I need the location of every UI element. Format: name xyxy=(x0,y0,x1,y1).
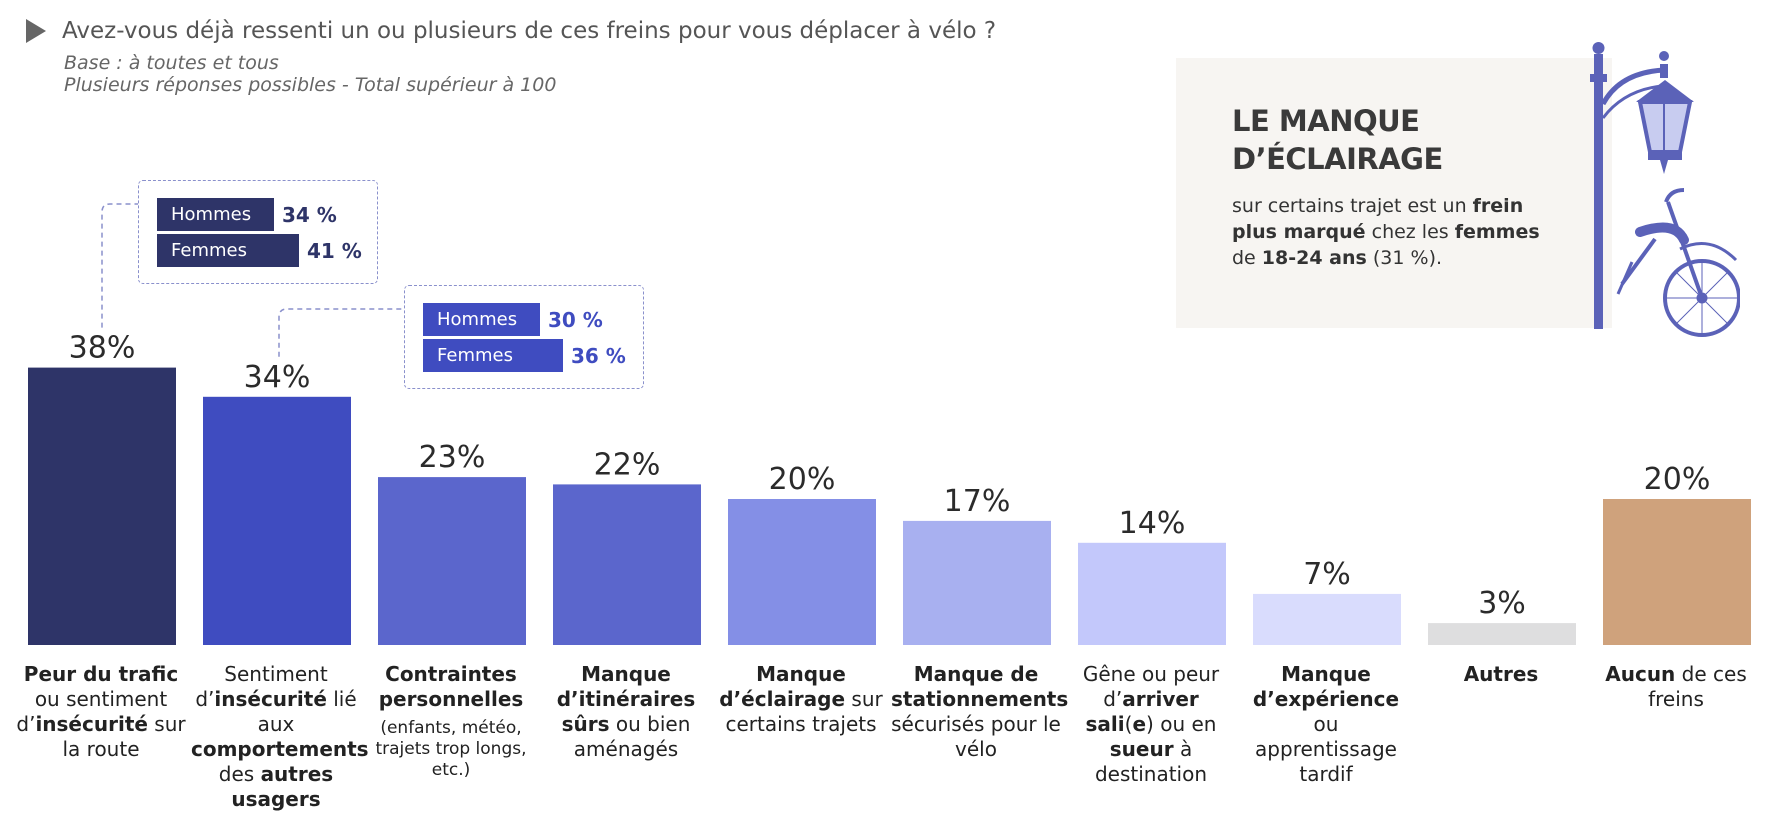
streetlamp-bicycle-illustration xyxy=(1590,42,1740,337)
breakdown-value: 41 % xyxy=(307,238,362,263)
connector-line-comportements xyxy=(278,308,404,357)
breakdown-row-hommes: Hommes 30 % xyxy=(423,303,603,336)
value-label-contraintes: 23% xyxy=(419,440,486,475)
category-label-stationnements: Manque de stationnements sécurisés pour … xyxy=(891,662,1069,761)
category-label-eclairage: Manque d’éclairage sur certains trajets xyxy=(719,662,883,736)
streetlamp-icon xyxy=(1590,42,1694,329)
callout-title: LE MANQUE D’ÉCLAIRAGE xyxy=(1232,104,1443,176)
breakdown-label: Hommes xyxy=(157,198,274,231)
value-label-stationnements: 17% xyxy=(944,484,1011,519)
category-label-aucun: Aucun de ces freins xyxy=(1605,662,1747,711)
breakdown-value: 36 % xyxy=(571,343,626,368)
category-label-trafic: Peur du trafic ou sentiment d’insécurité… xyxy=(16,662,186,761)
bar-trafic xyxy=(28,367,176,645)
category-label-comportements: Sentiment d’insécurité lié aux comportem… xyxy=(191,662,369,811)
value-label-trafic: 38% xyxy=(69,331,136,366)
value-label-experience: 7% xyxy=(1303,557,1351,592)
callout-box: LE MANQUE D’ÉCLAIRAGE sur certains traje… xyxy=(1176,58,1612,328)
connector-line-trafic xyxy=(101,203,138,328)
play-triangle-icon xyxy=(26,19,46,43)
value-label-sueur: 14% xyxy=(1119,506,1186,541)
chart-header: Avez-vous déjà ressenti un ou plusieurs … xyxy=(26,18,996,44)
category-label-contraintes: Contraintes personnelles (enfants, météo,… xyxy=(375,662,527,780)
bar-autres xyxy=(1428,623,1576,645)
bar-sueur xyxy=(1078,542,1226,645)
breakdown-label: Femmes xyxy=(423,339,563,372)
value-label-comportements: 34% xyxy=(244,360,311,395)
breakdown-row-hommes: Hommes 34 % xyxy=(157,198,337,231)
category-label-sueur: Gêne ou peur d’arriver sali(e) ou en sue… xyxy=(1082,662,1220,786)
breakdown-box-trafic: Hommes 34 % Femmes 41 % xyxy=(138,180,378,284)
base-note: Base : à toutes et tous xyxy=(64,52,279,74)
breakdown-row-femmes: Femmes 36 % xyxy=(423,339,626,372)
value-label-aucun: 20% xyxy=(1644,462,1711,497)
category-label-autres: Autres xyxy=(1463,662,1539,686)
callout-text: sur certains trajet est un frein plus ma… xyxy=(1232,195,1540,269)
breakdown-row-femmes: Femmes 41 % xyxy=(157,234,362,267)
multi-answer-note: Plusieurs réponses possibles - Total sup… xyxy=(64,74,557,96)
bar-contraintes xyxy=(378,477,526,645)
breakdown-box-comportements: Hommes 30 % Femmes 36 % xyxy=(404,285,644,389)
bar-eclairage xyxy=(728,499,876,645)
bar-experience xyxy=(1253,593,1401,645)
category-label-itineraires: Manque d’itinéraires sûrs ou bien aménag… xyxy=(556,662,696,761)
value-label-autres: 3% xyxy=(1478,586,1526,621)
breakdown-value: 30 % xyxy=(548,307,603,332)
category-label-experience: Manque d’expérience ou apprentissage tar… xyxy=(1252,662,1400,786)
breakdown-label: Femmes xyxy=(157,234,299,267)
bicycle-icon xyxy=(1616,188,1740,337)
breakdown-value: 34 % xyxy=(282,202,337,227)
bar-comportements xyxy=(203,396,351,645)
bar-stationnements xyxy=(903,520,1051,645)
bar-itineraires xyxy=(553,484,701,645)
value-label-itineraires: 22% xyxy=(594,447,661,482)
bar-aucun xyxy=(1603,499,1751,645)
breakdown-label: Hommes xyxy=(423,303,540,336)
chart-title: Avez-vous déjà ressenti un ou plusieurs … xyxy=(62,18,997,44)
value-label-eclairage: 20% xyxy=(769,462,836,497)
